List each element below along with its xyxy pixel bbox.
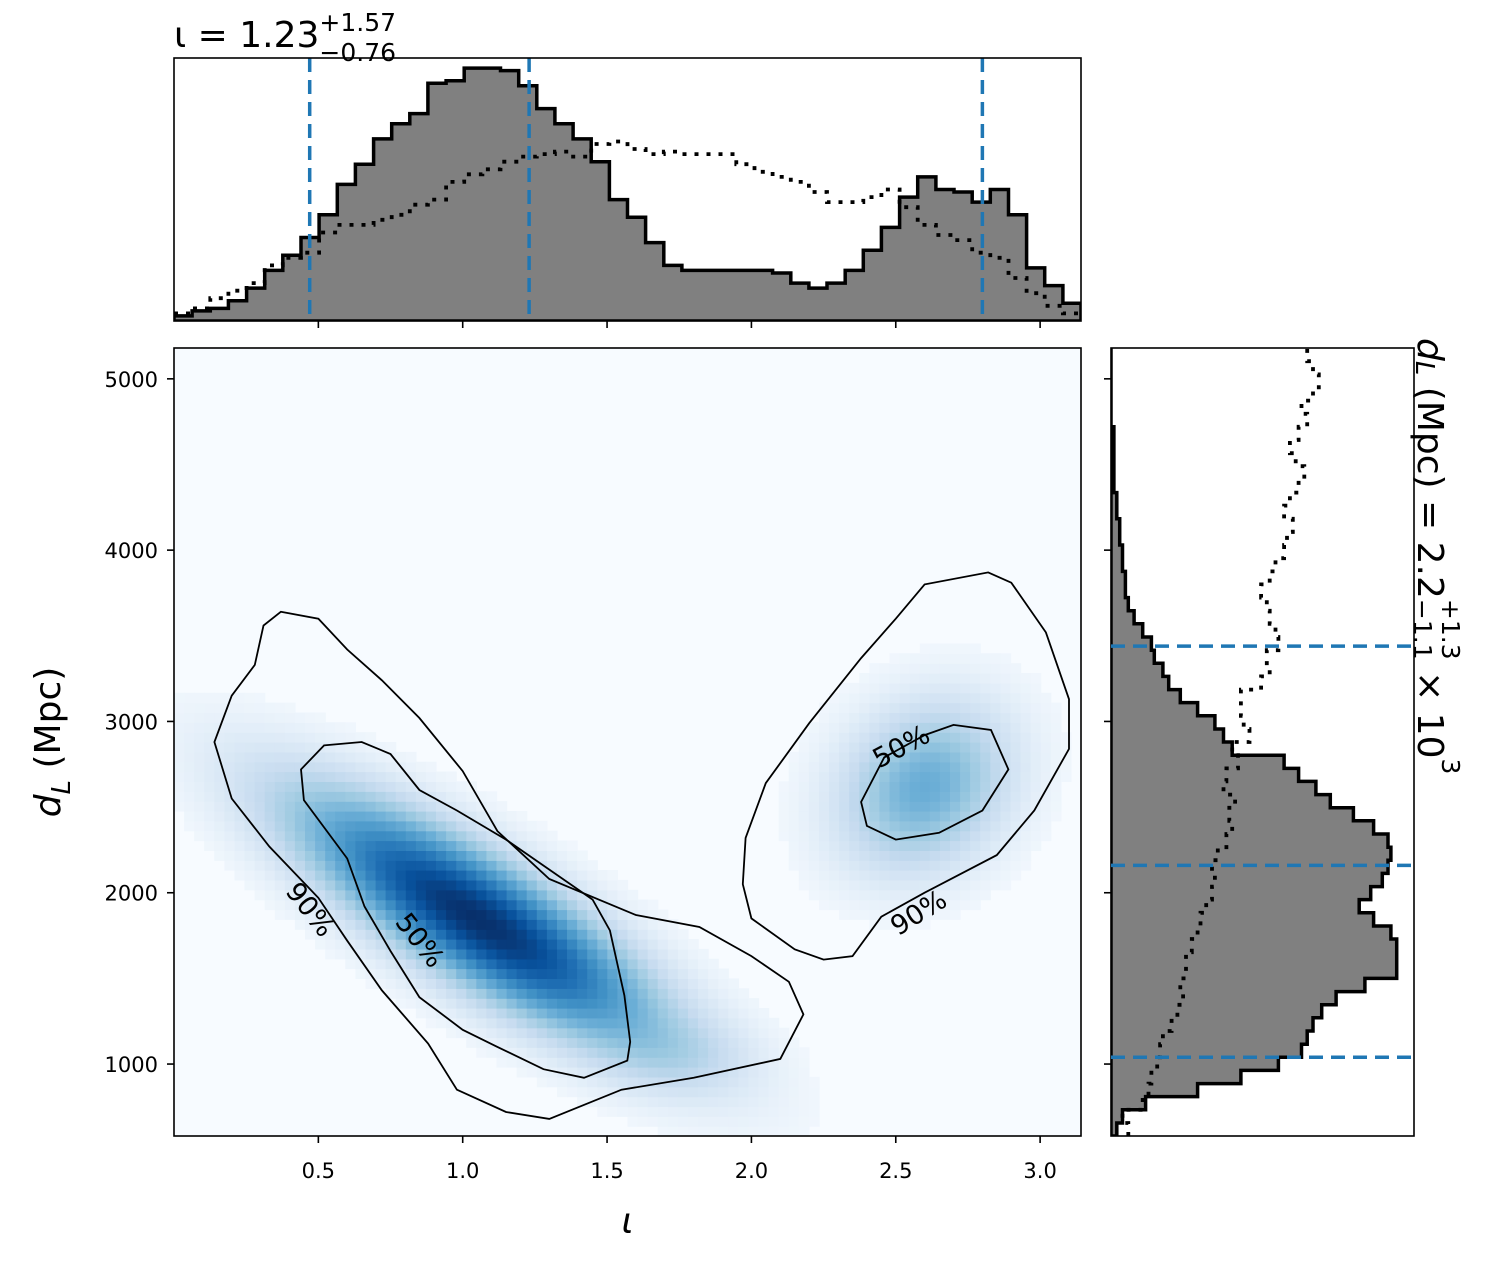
y-tick-label: 1000: [105, 1053, 158, 1077]
right-marginal-frame: [1110, 347, 1415, 1137]
top-marginal-frame: [173, 57, 1082, 322]
x-tick-label: 1.5: [590, 1159, 623, 1183]
y-tick-label: 3000: [105, 710, 158, 734]
top-prior-histogram: [174, 139, 1081, 316]
x-axis-label: ι: [621, 1201, 633, 1242]
contour-90pct-2: [741, 571, 1070, 961]
joint-frame: [173, 347, 1082, 1137]
contour-50pct-1: [300, 741, 632, 1079]
right-marginal-panel: dL (Mpc) = 2.2+1.3−1.1 × 103: [1104, 338, 1465, 1137]
top-marginal-title: ι = 1.23+1.57 −0.76: [174, 8, 396, 67]
x-tick-label: 0.5: [302, 1159, 335, 1183]
x-tick-label: 2.0: [735, 1159, 768, 1183]
top-marginal-panel: ι = 1.23+1.57 −0.76: [173, 8, 1082, 328]
right-prior-histogram: [1120, 348, 1321, 1136]
contour-90pct-0: [213, 610, 805, 1120]
x-tick-label: 1.0: [446, 1159, 479, 1183]
y-tick-label: 5000: [105, 368, 158, 392]
x-tick-label: 3.0: [1023, 1159, 1056, 1183]
right-posterior-histogram: [1111, 348, 1399, 1136]
contour-50pct-3: [860, 723, 1010, 841]
y-axis-label: dL (Mpc): [28, 667, 77, 818]
density-heatmap: [174, 643, 1072, 1136]
x-tick-label: 2.5: [879, 1159, 912, 1183]
joint-panel: 50%90% 50% 90% 0.5 1.0 1.5 2.0 2.5 3.0100020003…: [28, 347, 1082, 1242]
y-tick-label: 4000: [105, 539, 158, 563]
y-tick-label: 2000: [105, 882, 158, 906]
top-posterior-histogram: [174, 66, 1081, 321]
right-marginal-title: dL (Mpc) = 2.2+1.3−1.1 × 103: [1408, 338, 1465, 774]
